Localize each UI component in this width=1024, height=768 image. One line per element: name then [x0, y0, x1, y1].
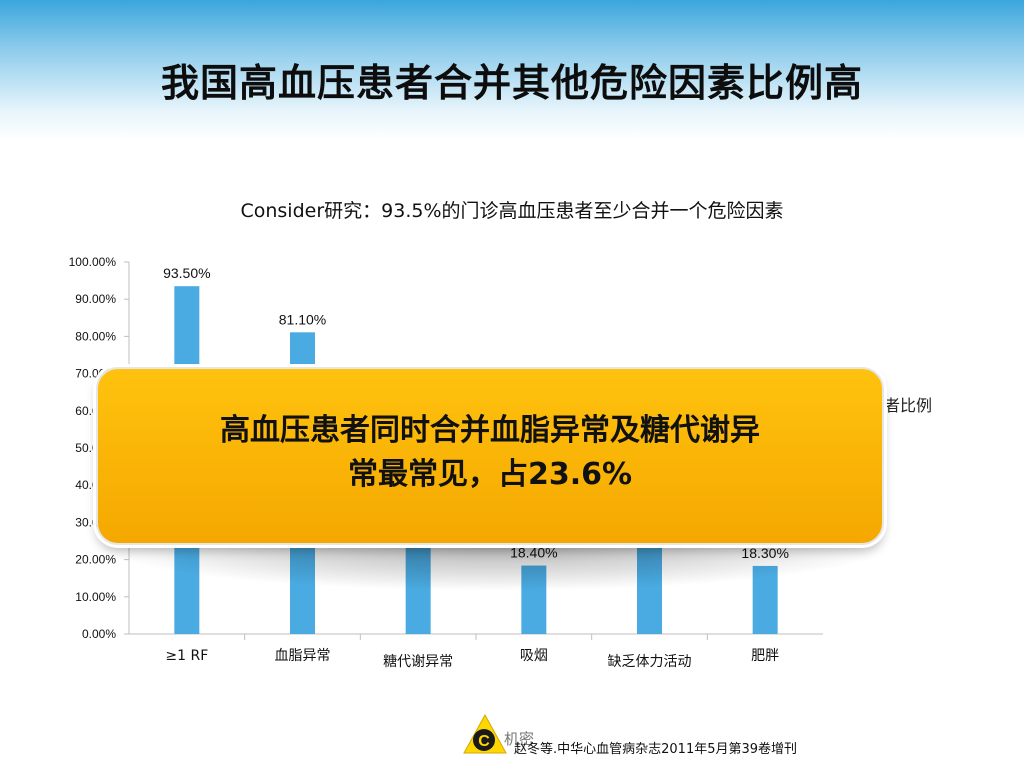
callout-text: 高血压患者同时合并血脂异常及糖代谢异 常最常见，占23.6%: [98, 409, 882, 497]
bar: [521, 565, 547, 634]
logo-letter: C: [478, 733, 490, 750]
y-tick-label: 80.00%: [75, 329, 116, 343]
callout-line-2: 常最常见，占23.6%: [347, 457, 633, 492]
data-label: 18.30%: [741, 545, 788, 561]
data-label: 18.40%: [510, 545, 557, 561]
y-tick-label: 100.00%: [69, 255, 117, 269]
y-tick-label: 20.00%: [75, 553, 116, 567]
confidential-logo-icon: C: [463, 714, 507, 754]
x-tick-label: 糖代谢异常: [383, 654, 453, 670]
data-label: 93.50%: [163, 265, 210, 281]
bar: [637, 541, 662, 634]
callout-line-1: 高血压患者同时合并血脂异常及糖代谢异: [220, 413, 760, 448]
x-tick-label: 血脂异常: [275, 648, 331, 664]
logo-text: 机密: [504, 730, 535, 748]
header-band: [0, 0, 1024, 140]
partial-legend-text: 者比例: [884, 396, 933, 415]
y-tick-label: 90.00%: [75, 292, 116, 306]
bar: [752, 565, 778, 634]
x-tick-label: 肥胖: [751, 648, 779, 664]
chart-subtitle: Consider研究：93.5%的门诊高血压患者至少合并一个危险因素: [240, 200, 784, 222]
source-citation: 赵冬等.中华心血管病杂志2011年5月第39卷增刊: [514, 742, 798, 757]
y-tick-label: 0.00%: [82, 627, 116, 641]
bar: [405, 541, 431, 634]
x-tick-label: 吸烟: [520, 648, 548, 664]
callout-box: 高血压患者同时合并血脂异常及糖代谢异 常最常见，占23.6%: [96, 367, 884, 545]
data-label: 81.10%: [279, 311, 326, 327]
x-tick-label: 缺乏体力活动: [608, 654, 692, 670]
y-tick-label: 10.00%: [75, 590, 116, 604]
x-tick-label: ≥1 RF: [165, 648, 208, 664]
slide-title: 我国高血压患者合并其他危险因素比例高: [160, 61, 863, 105]
